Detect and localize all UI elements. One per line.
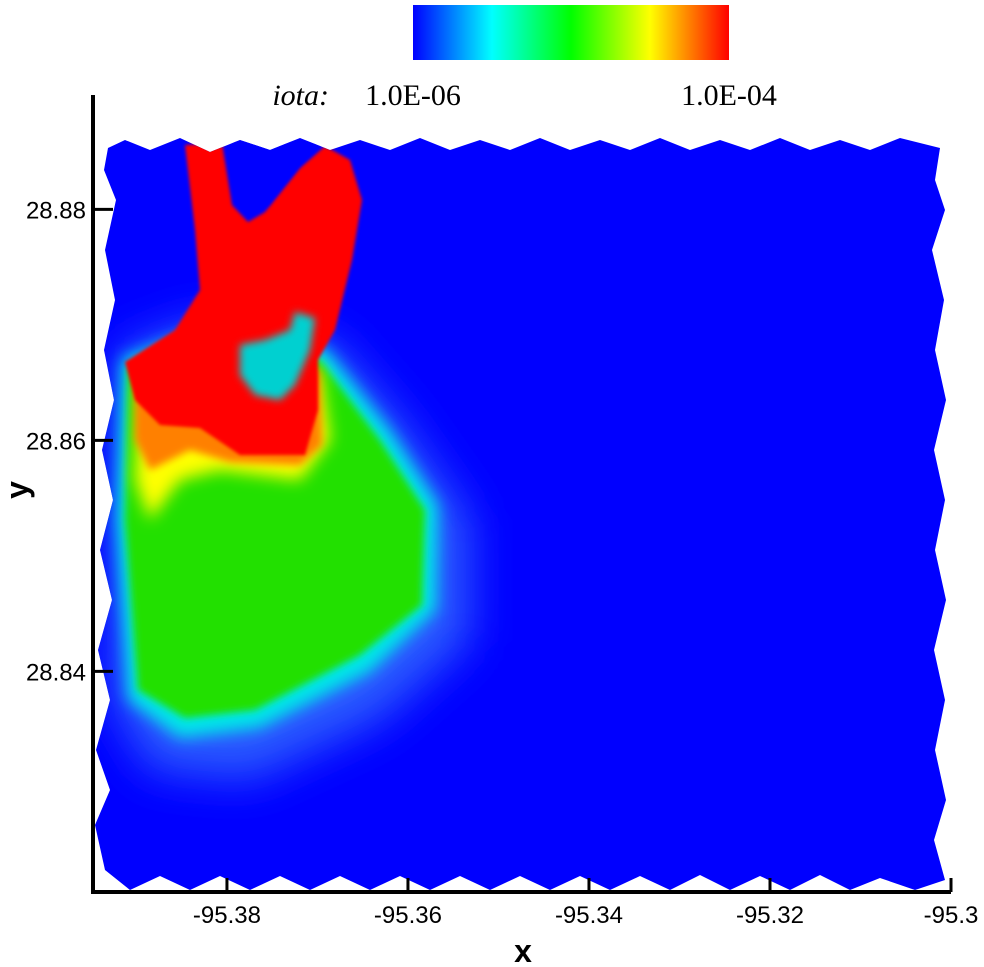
y-axis-label: y [0,481,35,499]
y-tick-label: 28.86 [26,428,86,455]
x-tick-label: -95.38 [193,902,261,929]
x-axis-label: x [514,933,532,967]
colorbar [413,5,729,60]
colorbar-tick-label: 1.0E-06 [365,79,461,112]
colorbar-label: iota: [272,79,329,112]
x-tick-label: -95.32 [736,902,804,929]
x-tick-label: -95.34 [555,902,623,929]
x-tick-label: -95.3 [924,902,979,929]
contour-field [95,138,946,890]
x-tick-label: -95.36 [374,902,442,929]
axes [91,95,953,894]
y-tick-label: 28.88 [26,197,86,224]
y-tick-label: 28.84 [26,659,86,686]
colorbar-tick-label: 1.0E-04 [681,79,777,112]
